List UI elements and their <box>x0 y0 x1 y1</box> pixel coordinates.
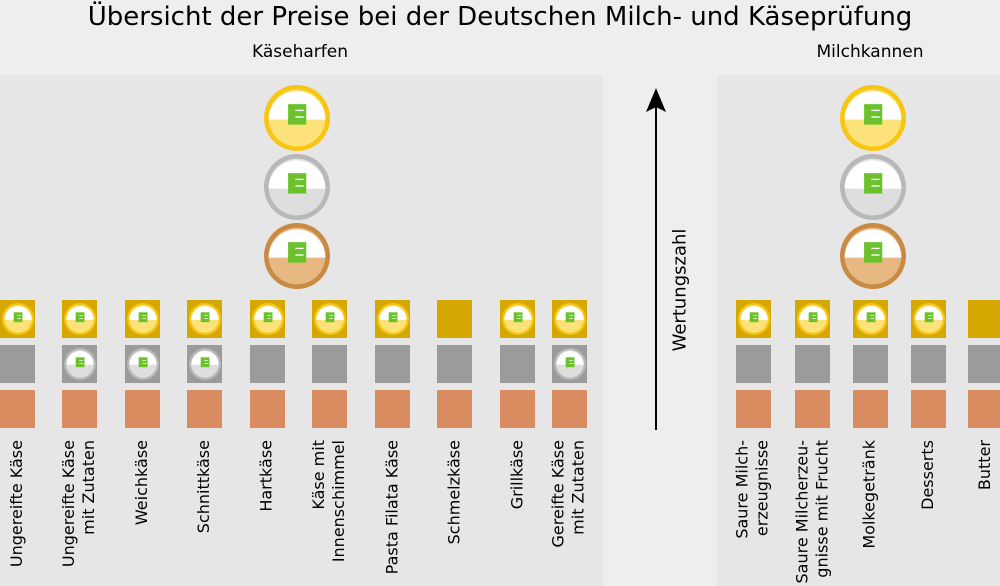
gold-award-square <box>62 300 97 338</box>
gold-medal-icon <box>187 301 223 341</box>
gold-medal-icon <box>853 301 889 341</box>
category-label-text: Grillkäse <box>507 440 526 510</box>
category-label-text: Butter <box>975 440 994 491</box>
gold-award-square <box>500 300 535 338</box>
bronze-award-square <box>736 390 771 428</box>
gold-award-square <box>187 300 222 338</box>
silver-award-square <box>250 345 285 383</box>
gold-award-square <box>968 300 1000 338</box>
silver-medal-icon <box>552 346 588 386</box>
silver-award-square <box>552 345 587 383</box>
kaeseharfe-silver-medal-icon <box>262 152 332 226</box>
silver-award-square <box>911 345 946 383</box>
silver-medal-icon <box>62 346 98 386</box>
bronze-award-square <box>0 390 35 428</box>
gold-medal-icon <box>0 301 36 341</box>
gold-medal-icon <box>736 301 772 341</box>
category-label-text: Schnittkäse <box>194 440 213 534</box>
silver-award-square <box>795 345 830 383</box>
bronze-award-square <box>250 390 285 428</box>
gold-award-square <box>552 300 587 338</box>
axis-label: Wertungszahl <box>669 228 691 352</box>
category-label-text: Ungereifte Käse <box>7 440 26 568</box>
gold-medal-icon <box>795 301 831 341</box>
category-label-text: Desserts <box>918 440 937 510</box>
gold-medal-icon <box>552 301 588 341</box>
category-label-text: Ungereifte Käse mit Zutaten <box>59 440 98 568</box>
bronze-award-square <box>125 390 160 428</box>
gold-award-square <box>125 300 160 338</box>
bronze-award-square <box>437 390 472 428</box>
bronze-award-square <box>795 390 830 428</box>
silver-award-square <box>853 345 888 383</box>
gold-award-square <box>853 300 888 338</box>
silver-award-square <box>62 345 97 383</box>
kaeseharfen-title: Käseharfen <box>252 42 348 62</box>
gold-medal-icon <box>375 301 411 341</box>
category-label-text: Molkegetränk <box>860 440 879 549</box>
page-title: Übersicht der Preise bei der Deutschen M… <box>87 2 913 32</box>
bronze-award-square <box>853 390 888 428</box>
gold-medal-icon <box>500 301 536 341</box>
silver-medal-icon <box>187 346 223 386</box>
category-label-text: Schmelzkäse <box>444 440 463 545</box>
gold-award-square <box>250 300 285 338</box>
bronze-award-square <box>312 390 347 428</box>
silver-award-square <box>0 345 35 383</box>
silver-award-square <box>968 345 1000 383</box>
gold-award-square <box>375 300 410 338</box>
gold-award-square <box>736 300 771 338</box>
gold-award-square <box>911 300 946 338</box>
category-label-text: Pasta Filata Käse <box>382 440 401 575</box>
gold-award-square <box>437 300 472 338</box>
category-label-text: Saure Milch- erzeugnisse <box>733 440 772 539</box>
silver-award-square <box>312 345 347 383</box>
silver-award-square <box>187 345 222 383</box>
gold-award-square <box>312 300 347 338</box>
category-label-text: Weichkäse <box>132 440 151 526</box>
bronze-award-square <box>187 390 222 428</box>
gold-medal-icon <box>62 301 98 341</box>
category-label-text: Hartkäse <box>257 440 276 512</box>
milchkannen-title: Milchkannen <box>816 42 924 62</box>
gold-medal-icon <box>911 301 947 341</box>
category-label-text: Käse mit Innenschimmel <box>309 440 348 563</box>
category-label-text: Saure Milcherzeu- gnisse mit Frucht <box>792 440 831 584</box>
value-arrow <box>646 88 666 430</box>
kaeseharfe-gold-medal-icon <box>262 83 332 157</box>
milchkanne-bronze-medal-icon <box>838 221 908 295</box>
gold-medal-icon <box>125 301 161 341</box>
milchkanne-silver-medal-icon <box>838 152 908 226</box>
silver-award-square <box>437 345 472 383</box>
silver-award-square <box>125 345 160 383</box>
silver-medal-icon <box>125 346 161 386</box>
bronze-award-square <box>500 390 535 428</box>
gold-medal-icon <box>312 301 348 341</box>
bronze-award-square <box>968 390 1000 428</box>
bronze-award-square <box>552 390 587 428</box>
milchkanne-gold-medal-icon <box>838 83 908 157</box>
silver-award-square <box>736 345 771 383</box>
gold-medal-icon <box>250 301 286 341</box>
silver-award-square <box>500 345 535 383</box>
kaeseharfe-bronze-medal-icon <box>262 221 332 295</box>
bronze-award-square <box>375 390 410 428</box>
category-label-text: Gereifte Käse mit Zutaten <box>549 440 588 548</box>
gold-award-square <box>795 300 830 338</box>
gold-award-square <box>0 300 35 338</box>
bronze-award-square <box>911 390 946 428</box>
bronze-award-square <box>62 390 97 428</box>
silver-award-square <box>375 345 410 383</box>
